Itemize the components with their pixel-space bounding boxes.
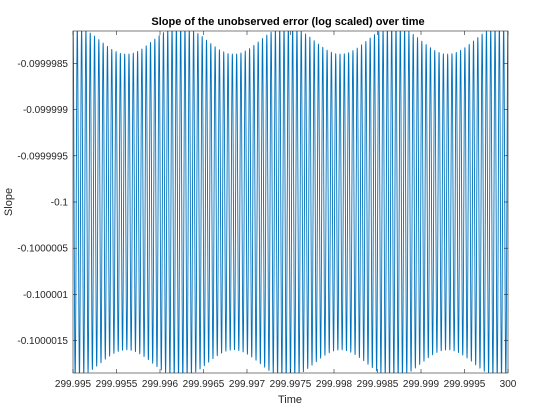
y-axis: -0.0999985 -0.099999 -0.0999995 -0.1 -0.1000…	[17, 59, 508, 347]
x-tick-label: 299.998	[316, 379, 353, 390]
y-tick-label: -0.0999985	[17, 59, 68, 70]
x-tick-label: 299.996	[142, 379, 179, 390]
x-tick-label: 299.9995	[444, 379, 486, 390]
y-tick-label: -0.1000015	[17, 336, 68, 347]
x-tick-label: 299.995	[55, 379, 92, 390]
x-tick-label: 299.9965	[183, 379, 225, 390]
y-tick-label: -0.1	[51, 198, 69, 209]
x-tick-label: 299.9975	[270, 379, 312, 390]
chart-title: Slope of the unobserved error (log scale…	[151, 16, 424, 28]
x-tick-label: 299.997	[229, 379, 266, 390]
x-tick-label: 299.9985	[357, 379, 399, 390]
series-group	[73, 31, 508, 373]
x-tick-label: 299.999	[403, 379, 440, 390]
x-tick-label: 300	[500, 379, 517, 390]
plot-frame	[72, 30, 509, 374]
y-tick-label: -0.100001	[23, 290, 68, 301]
y-tick-label: -0.0999995	[17, 151, 68, 162]
x-axis: 299.995 299.9955 299.996 299.9965 299.997 299…	[55, 31, 517, 390]
x-tick-label: 299.9955	[96, 379, 138, 390]
y-tick-label: -0.099999	[23, 105, 68, 116]
series-line	[73, 31, 508, 373]
y-tick-label: -0.1000005	[17, 244, 68, 255]
x-axis-label: Time	[278, 394, 302, 406]
y-axis-label: Slope	[3, 188, 15, 216]
